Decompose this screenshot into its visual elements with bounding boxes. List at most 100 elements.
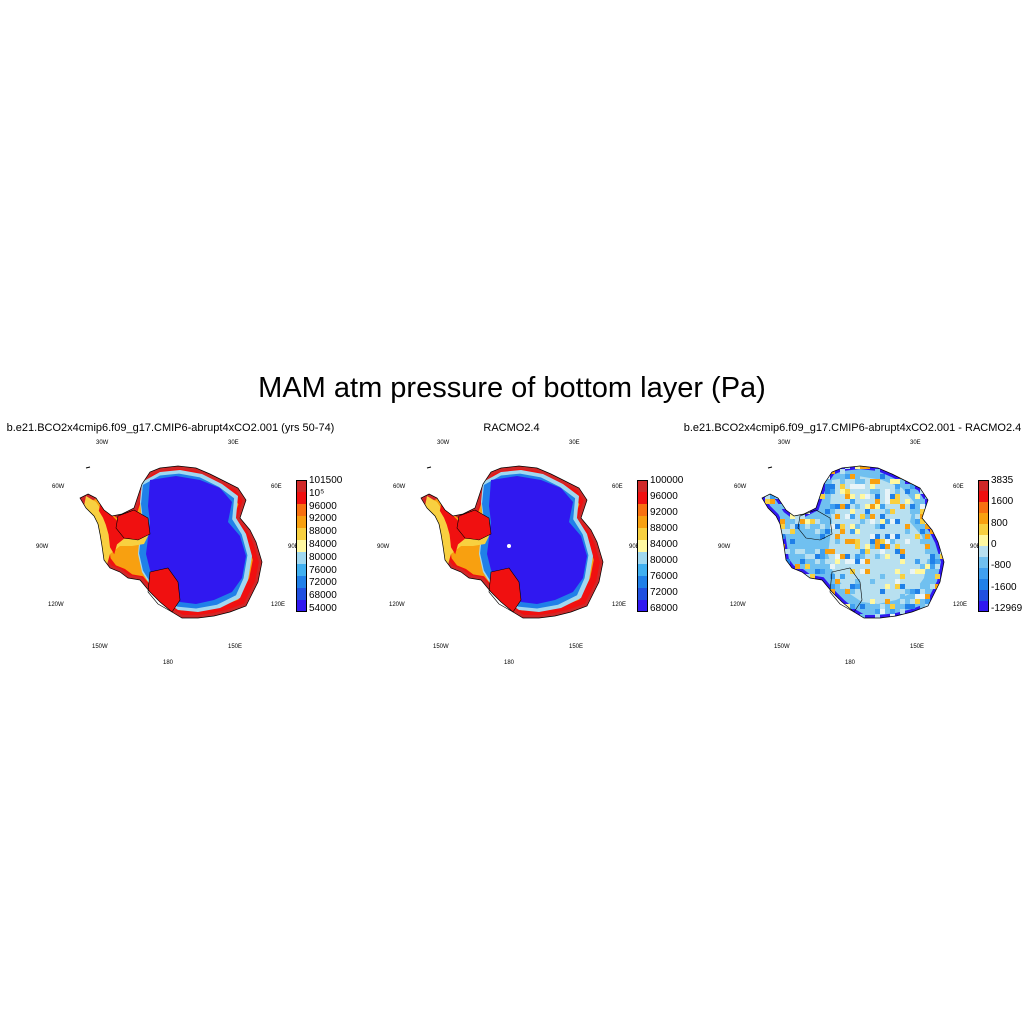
colorbar-label: 96000 [650,491,678,502]
colorbar-segment [637,588,647,600]
colorbar-label: 800 [991,517,1008,529]
longitude-label: 60E [271,484,282,490]
colorbar-segment [978,513,988,524]
colorbar-segment [296,492,306,504]
colorbar-label: -800 [991,560,1012,572]
colorbar-segment [296,552,306,564]
longitude-label: 60W [393,484,406,490]
longitude-label: 120W [48,602,64,608]
colorbar-segment [978,480,988,491]
north-marker [767,466,773,469]
colorbar-label: 84000 [309,539,337,550]
colorbar-segment [637,552,647,564]
longitude-label: 30W [437,440,450,446]
map-panel-difference: b.e21.BCO2x4cmip6.f09_g17.CMIP6-abrupt4x… [682,422,1023,682]
panel-title: RACMO2.4 [483,422,540,434]
colorbar-segment [637,516,647,528]
colorbar-segment [978,601,988,612]
colorbar [296,480,307,612]
colorbar-label: 101500 [309,475,343,486]
colorbar-segment [978,557,988,568]
colorbar-segment [978,590,988,601]
longitude-label: 120W [730,602,746,608]
colorbar-segment [637,576,647,588]
longitude-label: 150E [569,644,584,650]
colorbar-segment [296,540,306,552]
colorbar-segment [296,516,306,528]
longitude-label: 90E [629,544,640,550]
longitude-label: 90W [36,544,49,550]
colorbar-segment [978,535,988,546]
map-plot [79,465,263,619]
north-marker [426,466,432,469]
panel-title: b.e21.BCO2x4cmip6.f09_g17.CMIP6-abrupt4x… [683,422,1022,434]
colorbar-label: 84000 [650,539,678,550]
colorbar-segment [296,564,306,576]
colorbar-segment [978,524,988,535]
colorbar-label: -1600 [991,581,1017,593]
colorbar-segment [637,528,647,540]
longitude-label: 30E [228,440,239,446]
colorbar-segment [978,502,988,513]
longitude-label: 150W [433,644,449,650]
longitude-label: 120E [271,602,286,608]
longitude-label: 150W [92,644,108,650]
colorbar-segment [637,540,647,552]
longitude-label: 90E [288,544,299,550]
colorbar-segment [637,564,647,576]
colorbar-label: 88000 [309,526,337,538]
colorbar-label: 68000 [650,603,678,614]
map-panel-model: b.e21.BCO2x4cmip6.f09_g17.CMIP6-abrupt4x… [0,422,343,682]
colorbar-label: 92000 [309,513,337,525]
colorbar-label: -12969 [991,603,1023,614]
colorbar-label: 1600 [991,496,1014,508]
colorbar-segment [978,491,988,502]
longitude-label: 120W [389,602,405,608]
longitude-label: 60E [953,484,964,490]
longitude-label: 60W [52,484,65,490]
longitude-label: 180 [845,660,856,666]
colorbar-segment [978,579,988,590]
colorbar-label: 88000 [650,523,678,534]
map-plot [420,465,604,619]
colorbar-label: 68000 [309,590,337,602]
colorbar-label: 96000 [309,500,337,512]
longitude-label: 60W [734,484,747,490]
pole-gap [507,544,511,548]
longitude-label: 90E [970,544,981,550]
longitude-label: 120E [953,602,968,608]
colorbar-segment [637,480,647,492]
colorbar-label: 76000 [650,571,678,582]
colorbar-label: 100000 [650,475,684,486]
colorbar-segment [296,480,306,492]
longitude-label: 120E [612,602,627,608]
colorbar-segment [978,568,988,579]
colorbar-label: 80000 [309,551,337,563]
colorbar-label: 10⁵ [309,487,325,499]
north-marker [85,466,91,469]
longitude-label: 30W [778,440,791,446]
colorbar-label: 76000 [309,564,337,576]
colorbar-label: 54000 [309,603,337,614]
colorbar-label: 72000 [309,577,337,589]
colorbar-segment [637,504,647,516]
colorbar [637,480,648,612]
longitude-label: 60E [612,484,623,490]
difference-field [762,466,944,618]
colorbar-label: 3835 [991,475,1014,486]
colorbar [978,480,989,612]
colorbar-segment [637,600,647,612]
colorbar-label: 80000 [650,555,678,566]
colorbar-segment [296,528,306,540]
figure-title: MAM atm pressure of bottom layer (Pa) [258,372,766,404]
longitude-label: 30W [96,440,109,446]
longitude-label: 90W [377,544,390,550]
colorbar-segment [296,588,306,600]
map-plot [761,465,945,619]
longitude-label: 150E [910,644,925,650]
longitude-label: 150E [228,644,243,650]
longitude-label: 180 [504,660,515,666]
longitude-label: 180 [163,660,174,666]
pressure-field [421,466,603,618]
colorbar-label: 92000 [650,507,678,518]
